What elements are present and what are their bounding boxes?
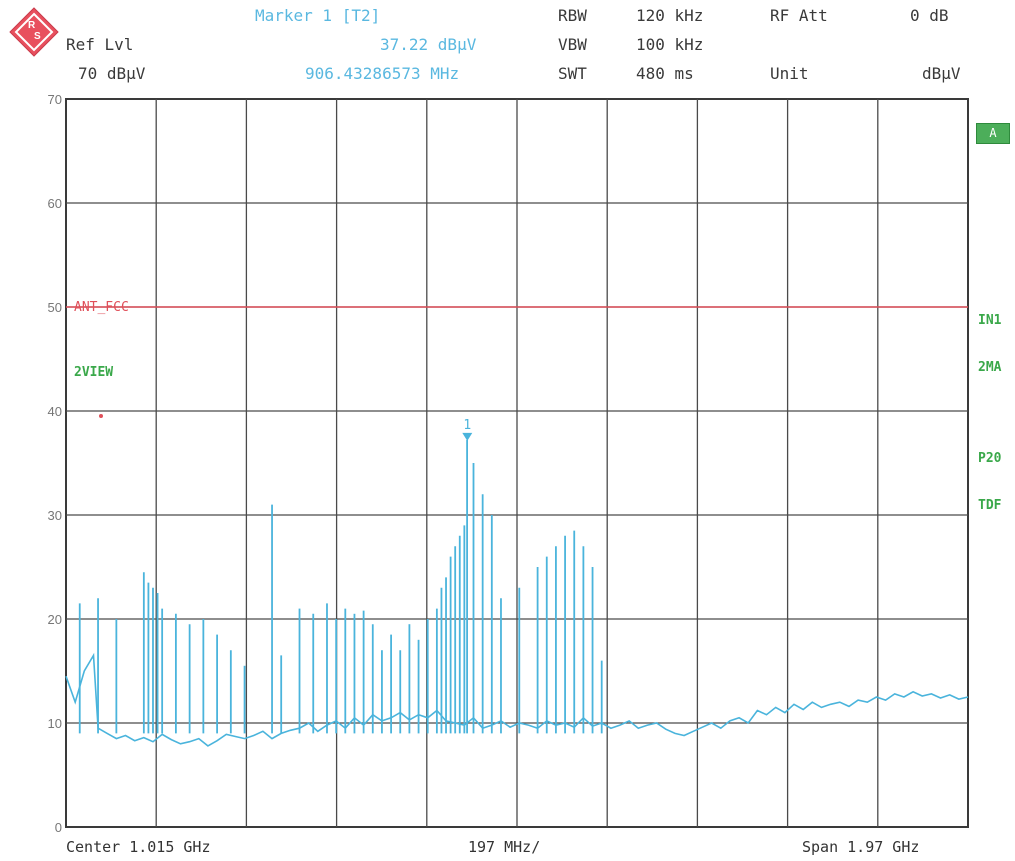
unit-value: dBµV xyxy=(922,64,961,83)
vbw-value: 100 kHz xyxy=(636,35,704,54)
side-label-tdf: TDF xyxy=(978,498,1002,513)
limit-line-label: ANT_FCC xyxy=(74,300,129,315)
marker-level: 37.22 dBµV xyxy=(380,35,477,54)
swt-value: 480 ms xyxy=(636,64,694,83)
marker-title: Marker 1 [T2] xyxy=(255,6,381,25)
marker-label: 1 xyxy=(463,418,471,433)
side-label-in1: IN1 xyxy=(978,313,1002,328)
y-tick-label: 40 xyxy=(48,404,62,419)
y-tick-label: 0 xyxy=(55,820,62,835)
marker-frequency: 906.43286573 MHz xyxy=(305,64,460,83)
unit-label: Unit xyxy=(770,64,809,83)
limit-start-dot xyxy=(99,414,103,418)
rf-att-label: RF Att xyxy=(770,6,828,25)
vbw-label: VBW xyxy=(558,35,587,54)
ref-lvl-value: 70 dBµV xyxy=(78,64,146,83)
rbw-label: RBW xyxy=(558,6,587,25)
svg-text:S: S xyxy=(34,31,41,42)
rbw-value: 120 kHz xyxy=(636,6,704,25)
trace-label: 2VIEW xyxy=(74,365,113,380)
swt-label: SWT xyxy=(558,64,587,83)
y-tick-label: 30 xyxy=(48,508,62,523)
svg-text:R: R xyxy=(28,20,36,31)
trace-line xyxy=(65,652,969,747)
footer-division: 197 MHz/ xyxy=(468,838,541,856)
y-tick-label: 60 xyxy=(48,196,62,211)
side-label-2ma: 2MA xyxy=(978,360,1002,375)
ref-lvl-label: Ref Lvl xyxy=(66,35,134,54)
footer-center: Center 1.015 GHz xyxy=(66,838,211,856)
rf-att-value: 0 dB xyxy=(910,6,949,25)
rohde-schwarz-logo: R S xyxy=(9,7,59,57)
y-tick-label: 50 xyxy=(48,300,62,315)
y-tick-label: 10 xyxy=(48,716,62,731)
footer-span: Span 1.97 GHz xyxy=(802,838,920,856)
side-label-p20: P20 xyxy=(978,451,1002,466)
y-tick-label: 20 xyxy=(48,612,62,627)
trace-a-badge: A xyxy=(976,123,1010,144)
y-tick-label: 70 xyxy=(48,92,62,107)
marker-triangle xyxy=(462,432,473,441)
